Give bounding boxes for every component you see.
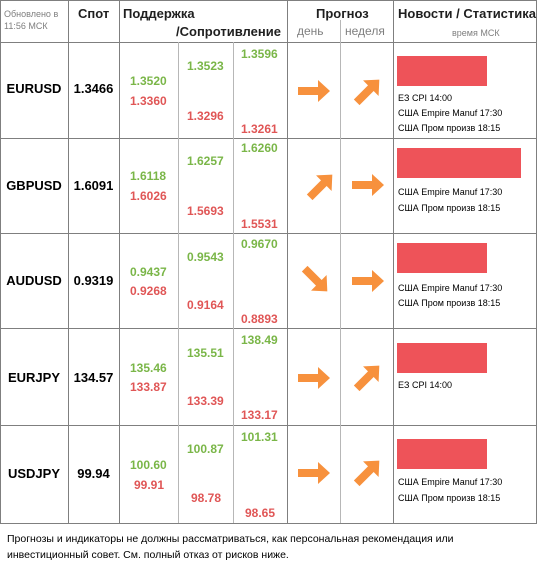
support-value: 100.60: [130, 458, 167, 472]
grid-line: [178, 42, 179, 523]
news-bar: [397, 148, 521, 178]
support-value: 138.49: [241, 333, 278, 347]
spot-value: 1.6091: [73, 178, 114, 193]
right-arrow-icon: [352, 174, 384, 196]
support-value: 100.87: [187, 442, 224, 456]
up-right-arrow-icon: [353, 79, 380, 106]
right-arrow-icon: [298, 80, 330, 102]
news-item: США Empire Manuf 17:30: [398, 477, 503, 487]
news-bar: [397, 439, 487, 469]
spot-value: 1.3466: [73, 81, 114, 96]
forecast-header: Прогноз: [316, 6, 369, 21]
resistance-value: 1.3261: [241, 122, 278, 136]
news-bar: [397, 343, 487, 373]
pair-label: AUDUSD: [6, 273, 62, 288]
news-bar: [397, 56, 487, 86]
grid-line: [0, 42, 537, 43]
news-item: США Пром произв 18:15: [398, 493, 501, 503]
week-header: неделя: [345, 24, 385, 38]
support-value: 135.46: [130, 361, 167, 375]
grid-line: [0, 0, 1, 524]
resistance-value: 133.39: [187, 394, 224, 408]
up-right-arrow-icon: [353, 365, 380, 392]
spot-header: Спот: [78, 6, 110, 21]
support-header: Поддержка: [123, 6, 195, 21]
grid-line: [233, 42, 234, 523]
support-value: 0.9437: [130, 265, 167, 279]
up-right-arrow-icon: [306, 174, 333, 201]
grid-line: [0, 138, 537, 139]
resistance-value: 98.65: [245, 506, 276, 520]
resistance-value: 1.5693: [187, 204, 224, 218]
support-value: 1.3520: [130, 74, 167, 88]
resistance-value: 99.91: [134, 478, 165, 492]
resistance-value: 1.3296: [187, 109, 224, 123]
support-value: 101.31: [241, 430, 278, 444]
resistance-value: 1.6026: [130, 189, 167, 203]
forecast-table: Обновлено в 11:56 МСК Спот Поддержка /Со…: [0, 0, 537, 524]
grid-line: [287, 0, 288, 524]
grid-line: [0, 0, 537, 1]
right-arrow-icon: [298, 462, 330, 484]
resistance-value: 1.3360: [130, 94, 167, 108]
support-value: 1.3523: [187, 59, 224, 73]
resistance-value: 1.5531: [241, 217, 278, 231]
resistance-value: 133.17: [241, 408, 278, 422]
spot-value: 0.9319: [73, 273, 114, 288]
disclaimer-text: Прогнозы и индикаторы не должны рассматр…: [7, 533, 454, 561]
news-item: США Empire Manuf 17:30: [398, 283, 503, 293]
spot-value: 99.94: [77, 466, 110, 481]
up-right-arrow-icon: [353, 460, 380, 487]
support-value: 1.3596: [241, 47, 278, 61]
news-item: EЗ CPI 14:00: [398, 93, 452, 103]
support-value: 1.6257: [187, 154, 224, 168]
news-item: США Пром произв 18:15: [398, 203, 501, 213]
resistance-value: 133.87: [130, 380, 167, 394]
grid-line: [119, 0, 120, 524]
news-item: EЗ CPI 14:00: [398, 380, 452, 390]
support-value: 0.9543: [187, 250, 224, 264]
grid-line: [0, 425, 537, 426]
grid-line: [0, 523, 537, 524]
right-arrow-icon: [352, 270, 384, 292]
support-value: 1.6260: [241, 141, 278, 155]
time-note: время МСК: [452, 28, 500, 38]
down-right-arrow-icon: [301, 265, 328, 292]
spot-value: 134.57: [73, 370, 114, 385]
updated-label: Обновлено в 11:56 МСК: [4, 9, 59, 31]
right-arrow-icon: [298, 367, 330, 389]
news-item: США Empire Manuf 17:30: [398, 187, 503, 197]
pair-label: EURJPY: [7, 370, 61, 385]
resistance-value: 0.9268: [130, 284, 167, 298]
day-header: день: [297, 24, 324, 38]
support-value: 0.9670: [241, 237, 278, 251]
resistance-header: /Сопротивление: [176, 24, 281, 39]
grid-line: [393, 0, 394, 524]
news-header: Новости / Статистика: [398, 6, 537, 21]
pair-label: USDJPY: [7, 466, 61, 481]
news-bar: [397, 243, 487, 273]
pair-label: GBPUSD: [6, 178, 62, 193]
grid-line: [340, 20, 341, 523]
grid-line: [0, 328, 537, 329]
pair-label: EURUSD: [6, 81, 62, 96]
resistance-value: 0.9164: [187, 298, 224, 312]
news-item: США Пром произв 18:15: [398, 123, 501, 133]
resistance-value: 0.8893: [241, 312, 278, 326]
grid-line: [68, 0, 69, 524]
resistance-value: 98.78: [191, 491, 222, 505]
support-value: 1.6118: [130, 169, 167, 183]
support-value: 135.51: [187, 346, 224, 360]
news-item: США Empire Manuf 17:30: [398, 108, 503, 118]
grid-line: [0, 233, 537, 234]
news-item: США Пром произв 18:15: [398, 298, 501, 308]
